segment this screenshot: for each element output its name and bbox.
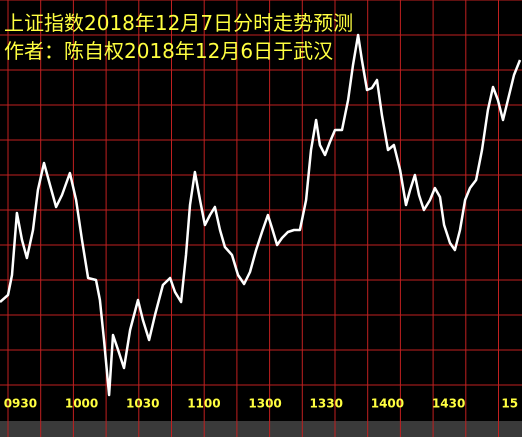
chart-title: 上证指数2018年12月7日分时走势预测 xyxy=(4,11,353,35)
x-tick-label: 1300 xyxy=(248,397,281,411)
x-tick-label: 1100 xyxy=(187,397,220,411)
x-tick-label: 0930 xyxy=(4,397,37,411)
x-tick-label: 1330 xyxy=(310,397,343,411)
x-tick-label: 1430 xyxy=(432,397,465,411)
chart-subtitle: 作者：陈自权2018年12月6日于武汉 xyxy=(4,39,333,63)
x-tick-label: 1000 xyxy=(65,397,98,411)
x-tick-label: 1030 xyxy=(126,397,159,411)
time-axis-band xyxy=(0,421,522,437)
x-tick-label: 1400 xyxy=(371,397,404,411)
line xyxy=(0,33,522,397)
x-tick-label: 15 xyxy=(501,397,518,411)
